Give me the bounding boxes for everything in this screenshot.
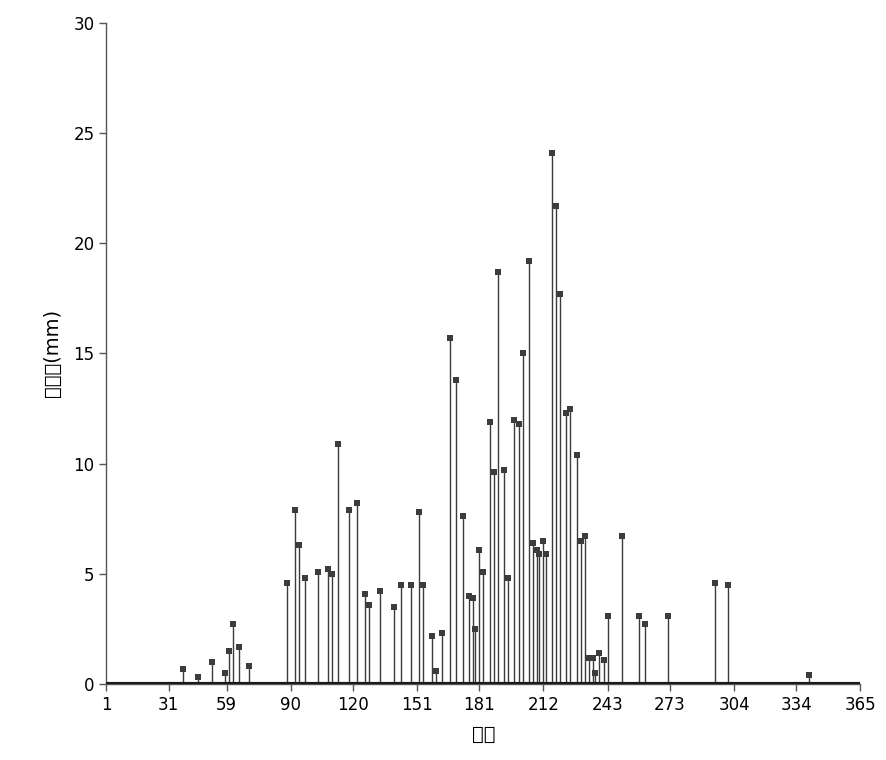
Y-axis label: 降水量(mm): 降水量(mm)	[43, 309, 62, 397]
X-axis label: 天数: 天数	[471, 725, 494, 744]
